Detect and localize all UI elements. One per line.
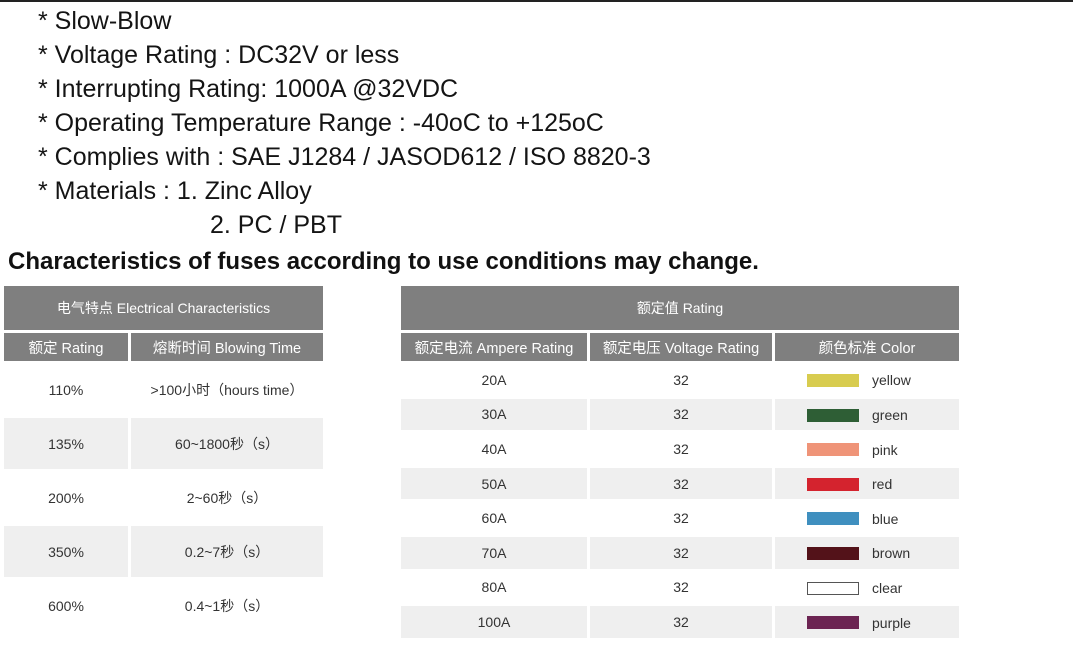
color-swatch xyxy=(807,581,859,595)
ampere-cell: 20A xyxy=(481,371,507,388)
spec-item: * Interrupting Rating: 1000A @32VDC xyxy=(38,75,459,103)
color-cell: green xyxy=(775,398,959,431)
color-name: red xyxy=(872,476,893,493)
color-cell: yellow xyxy=(775,364,959,396)
rating-cell: 110% xyxy=(48,381,84,398)
voltage-cell: 32 xyxy=(673,440,689,457)
color-name: pink xyxy=(872,441,898,458)
table-row: 70A 32 brown xyxy=(401,536,959,569)
spec-list: * Slow-Blow * Voltage Rating : DC32V or … xyxy=(38,4,651,242)
table-row: 350% 0.2~7秒（s） xyxy=(4,526,323,577)
column-header-blowing-time: 熔断时间 Blowing Time xyxy=(131,333,323,361)
color-name: brown xyxy=(872,545,911,562)
color-name: blue xyxy=(872,510,899,527)
color-swatch xyxy=(807,477,859,491)
voltage-cell: 32 xyxy=(590,536,772,569)
table-row: 80A 32 clear xyxy=(401,572,959,604)
blowing-time-cell: >100小时（hours time） xyxy=(150,381,304,398)
table-row: 110% >100小时（hours time） xyxy=(4,364,323,415)
color-cell: brown xyxy=(775,536,959,569)
blowing-time-cell: 60~1800秒（s） xyxy=(131,418,323,469)
table-row: 20A 32 yellow xyxy=(401,364,959,396)
column-header-color: 颜色标准 Color xyxy=(775,333,959,361)
color-name: clear xyxy=(872,580,903,596)
voltage-cell: 32 xyxy=(590,467,772,500)
spec-item-continuation: 2. PC / PBT xyxy=(210,211,342,239)
color-swatch xyxy=(807,512,859,526)
color-swatch xyxy=(807,373,859,387)
table-row: 100A 32 purple xyxy=(401,606,959,638)
ampere-cell: 80A xyxy=(481,579,507,596)
color-cell: purple xyxy=(775,606,959,638)
spec-item: * Slow-Blow xyxy=(38,7,172,35)
color-cell: pink xyxy=(775,433,959,465)
ampere-cell: 70A xyxy=(401,536,587,569)
blowing-time-cell: 0.4~1秒（s） xyxy=(184,597,270,614)
electrical-group-header: 电气特点 Electrical Characteristics xyxy=(4,286,323,330)
table-row: 135% 60~1800秒（s） xyxy=(4,418,323,469)
table-row: 600% 0.4~1秒（s） xyxy=(4,580,323,631)
color-name: purple xyxy=(872,614,911,631)
color-cell: clear xyxy=(775,572,959,604)
spec-item: * Voltage Rating : DC32V or less xyxy=(38,41,400,69)
ampere-cell: 100A xyxy=(401,606,587,638)
rating-cell: 350% xyxy=(4,526,128,577)
column-header-rating: 额定 Rating xyxy=(4,333,128,361)
table-row: 200% 2~60秒（s） xyxy=(4,472,323,523)
table-row: 60A 32 blue xyxy=(401,502,959,534)
table-row: 50A 32 red xyxy=(401,467,959,500)
color-swatch xyxy=(807,546,859,560)
rating-table-body: 20A 32 yellow 30A 32 green 40A 32 pink 5… xyxy=(401,364,959,638)
table-row: 30A 32 green xyxy=(401,398,959,431)
rating-cell: 600% xyxy=(48,597,84,614)
headline: Characteristics of fuses according to us… xyxy=(8,248,759,275)
rating-table: 额定值 Rating 额定电流 Ampere Rating 额定电压 Volta… xyxy=(398,283,962,641)
color-swatch xyxy=(807,616,859,630)
rating-cell: 200% xyxy=(48,489,84,506)
color-swatch xyxy=(807,443,859,457)
color-cell: blue xyxy=(775,502,959,534)
column-header-ampere-rating: 额定电流 Ampere Rating xyxy=(401,333,587,361)
color-cell: red xyxy=(775,467,959,500)
blowing-time-cell: 2~60秒（s） xyxy=(186,489,268,506)
color-name: green xyxy=(872,407,908,424)
spec-item: * Operating Temperature Range : -40oC to… xyxy=(38,109,604,137)
top-rule xyxy=(0,0,1073,2)
voltage-cell: 32 xyxy=(673,510,689,527)
electrical-characteristics-table: 电气特点 Electrical Characteristics 额定 Ratin… xyxy=(1,283,326,634)
ampere-cell: 40A xyxy=(481,440,507,457)
ampere-cell: 60A xyxy=(481,510,507,527)
ampere-cell: 30A xyxy=(401,398,587,431)
blowing-time-cell: 0.2~7秒（s） xyxy=(131,526,323,577)
spec-item: * Complies with : SAE J1284 / JASOD612 /… xyxy=(38,143,651,171)
rating-group-header: 额定值 Rating xyxy=(401,286,959,330)
column-header-voltage-rating: 额定电压 Voltage Rating xyxy=(590,333,772,361)
voltage-cell: 32 xyxy=(590,398,772,431)
ampere-cell: 50A xyxy=(401,467,587,500)
voltage-cell: 32 xyxy=(673,371,689,388)
spec-item: * Materials : 1. Zinc Alloy xyxy=(38,177,312,205)
rating-cell: 135% xyxy=(4,418,128,469)
color-swatch xyxy=(807,408,859,422)
color-name: yellow xyxy=(872,372,911,389)
voltage-cell: 32 xyxy=(673,579,689,596)
table-row: 40A 32 pink xyxy=(401,433,959,465)
voltage-cell: 32 xyxy=(590,606,772,638)
